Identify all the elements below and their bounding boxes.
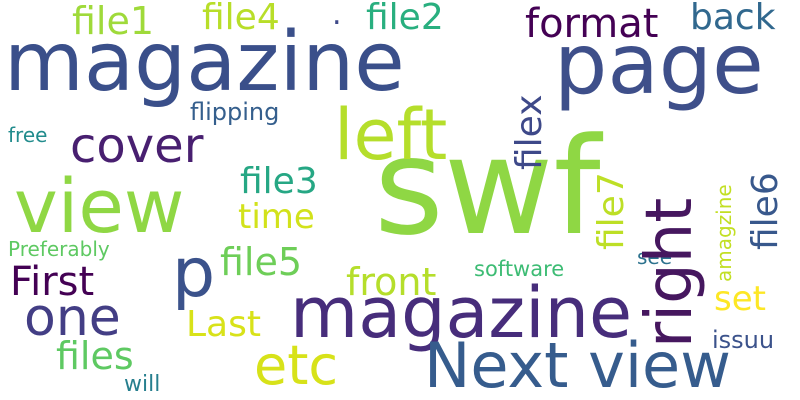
word-file6: file6: [745, 172, 786, 250]
word-preferably: Preferably: [8, 237, 110, 261]
word-time: time: [238, 197, 315, 237]
word-dot: .: [332, 0, 342, 32]
word-file2: file2: [366, 0, 444, 38]
word-swf: swf: [374, 109, 601, 265]
word-file7: file7: [591, 172, 632, 250]
word-file1: file1: [72, 0, 155, 43]
word-left: left: [334, 94, 448, 176]
word-format: format: [525, 1, 659, 47]
word-one: one: [24, 288, 121, 348]
word-filex: filex: [509, 94, 550, 171]
word-magazine-large: magazine: [4, 15, 405, 110]
word-file4: file4: [202, 0, 280, 38]
word-p: p: [172, 234, 216, 313]
word-software: software: [474, 257, 565, 281]
word-page: page: [554, 15, 764, 113]
word-etc: etc: [254, 334, 339, 397]
word-see: see: [637, 245, 673, 269]
word-flipping: flipping: [190, 98, 280, 126]
word-file3: file3: [240, 161, 318, 202]
word-amagzine: amagzine: [712, 184, 736, 282]
word-file5: file5: [220, 240, 303, 284]
word-cover: cover: [70, 118, 204, 174]
word-issuu: issuu: [712, 326, 775, 354]
word-files: files: [56, 334, 134, 378]
word-right: right: [633, 197, 707, 348]
word-front: front: [346, 260, 437, 304]
word-magazine-medium: magazine: [290, 272, 633, 354]
word-next-view: Next view: [424, 329, 731, 400]
word-last: Last: [186, 304, 261, 345]
word-will: will: [124, 372, 161, 397]
word-view: view: [14, 164, 185, 250]
word-free: free: [8, 123, 48, 147]
word-set: set: [714, 279, 766, 319]
word-back: back: [690, 0, 776, 38]
word-first: First: [10, 259, 95, 305]
